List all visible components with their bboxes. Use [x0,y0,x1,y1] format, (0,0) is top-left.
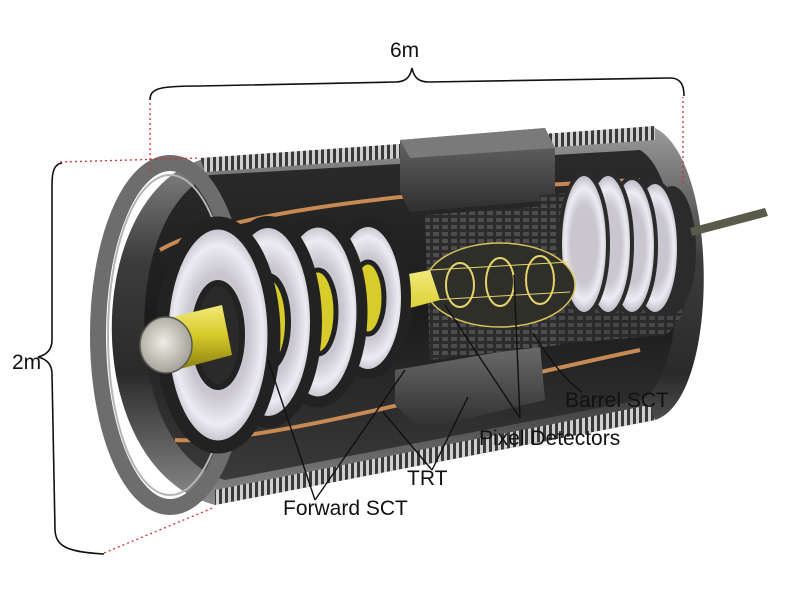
leader-forward-1 [267,359,316,501]
bottom-support-box [395,345,545,430]
barrel-sct-label: Barrel SCT [565,389,669,412]
leader-trt-1 [382,411,433,471]
top-support-box-lid [400,128,555,158]
diameter-dimension-label: 2m [12,351,42,374]
forward-sct-label: Forward SCT [283,497,408,520]
leader-trt-2 [431,396,469,471]
diameter-dim-top-edge [59,157,201,163]
length-dimension-label: 6m [390,39,420,62]
leader-forward-2 [314,369,406,501]
diameter-brace [37,162,105,555]
leader-barrel-sct [532,332,583,393]
length-brace [149,67,685,101]
beam-pipe-end-cap [139,316,193,374]
beam-pipe-extension [690,208,768,236]
pixel-detector-cage [424,242,576,328]
leader-pixel-1 [444,304,521,419]
leader-pixel-2 [513,274,521,419]
bottom-fin-rim [215,405,655,505]
trt-label: TRT [407,467,448,490]
diameter-dim-bottom-edge [103,506,216,554]
right-disk-stack [558,172,696,316]
leader-lines [267,274,583,501]
forward-sct-disks [155,216,411,454]
pixel-detectors-label: Pixel Detectors [479,427,621,450]
